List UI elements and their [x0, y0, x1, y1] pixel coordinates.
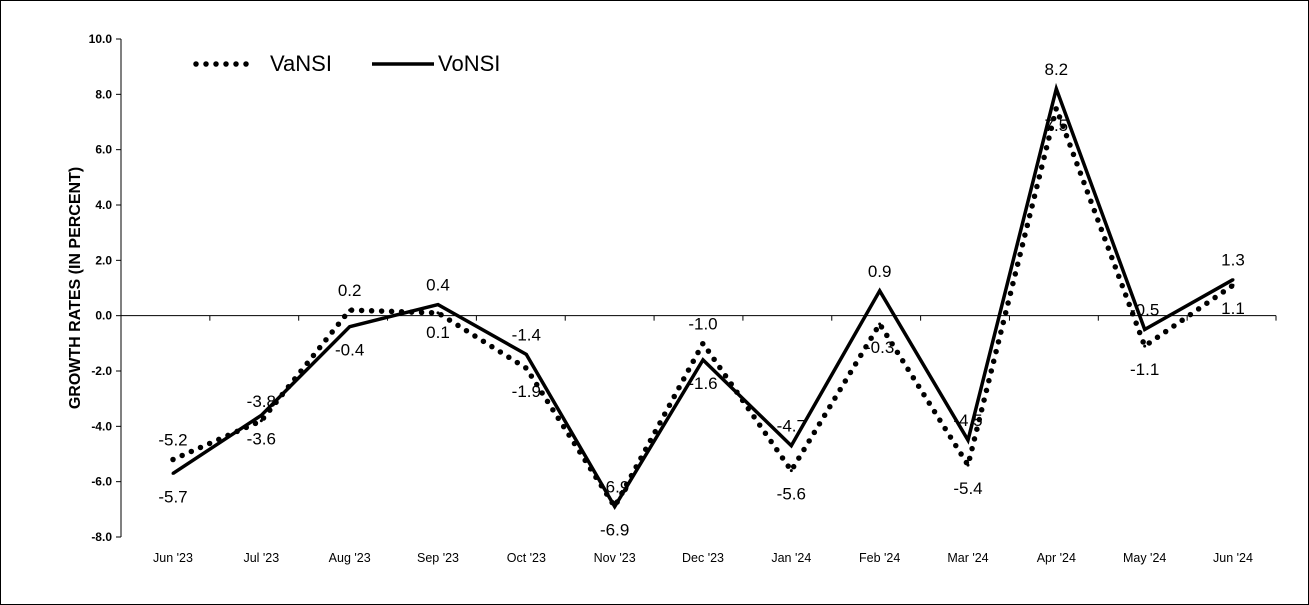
- y-tick-label: 4.0: [95, 198, 112, 212]
- series-point-vonsi: [259, 413, 263, 417]
- series-point-vansi: [1231, 283, 1235, 287]
- data-label-vansi: 1.1: [1221, 299, 1245, 318]
- x-tick-label: May '24: [1123, 551, 1166, 565]
- series-point-vonsi: [524, 352, 528, 356]
- data-label-vansi: -1.9: [512, 382, 541, 401]
- x-tick-label: Nov '23: [594, 551, 636, 565]
- series-point-vansi: [171, 458, 175, 462]
- data-label-vansi: -5.2: [158, 431, 187, 450]
- series-point-vonsi: [701, 358, 705, 362]
- series-point-vonsi: [348, 325, 352, 329]
- series-point-vonsi: [613, 505, 617, 509]
- data-label-vonsi: 8.2: [1045, 60, 1069, 79]
- data-label-vonsi: -1.6: [688, 374, 717, 393]
- series-point-vansi: [259, 419, 263, 423]
- y-tick-label: 6.0: [95, 143, 112, 157]
- series-point-vonsi: [878, 289, 882, 293]
- data-label-vansi: -6.9: [600, 478, 629, 497]
- x-tick-label: Apr '24: [1037, 551, 1076, 565]
- y-tick-label: -4.0: [91, 419, 112, 433]
- data-label-vansi: 0.1: [426, 323, 450, 342]
- legend-label-vansi: VaNSI: [270, 51, 332, 76]
- data-label-vansi: 7.5: [1045, 116, 1069, 135]
- x-tick-label: Aug '23: [329, 551, 371, 565]
- data-label-vansi: -1.0: [688, 314, 717, 333]
- data-label-vansi: -5.4: [953, 479, 982, 498]
- x-tick-label: Jan '24: [771, 551, 811, 565]
- x-tick-label: Mar '24: [947, 551, 988, 565]
- y-tick-label: -2.0: [91, 364, 112, 378]
- data-label-vonsi: -0.5: [1130, 301, 1159, 320]
- series-point-vonsi: [436, 303, 440, 307]
- data-label-vansi: -5.6: [777, 485, 806, 504]
- y-tick-label: 0.0: [95, 309, 112, 323]
- y-tick-label: 8.0: [95, 87, 112, 101]
- data-label-vansi: 0.2: [338, 281, 362, 300]
- series-line-vansi: [170, 105, 1236, 510]
- series-point-vonsi: [171, 471, 175, 475]
- data-label-vonsi: -4.5: [953, 411, 982, 430]
- x-tick-label: Jun '24: [1213, 551, 1253, 565]
- data-label-vonsi: -6.9: [600, 521, 629, 540]
- series-point-vansi: [348, 308, 352, 312]
- series-point-vansi: [1054, 106, 1058, 110]
- data-label-vonsi: -3.6: [247, 429, 276, 448]
- data-label-vonsi: -0.4: [335, 341, 364, 360]
- data-label-vonsi: -1.4: [512, 325, 541, 344]
- data-label-vonsi: 1.3: [1221, 251, 1245, 270]
- series-point-vansi: [1143, 344, 1147, 348]
- y-tick-label: -8.0: [91, 530, 112, 544]
- series-line-vonsi: [172, 82, 1234, 511]
- y-tick-label: 10.0: [89, 32, 113, 46]
- series-point-vansi: [789, 469, 793, 473]
- series-point-vonsi: [1231, 278, 1235, 282]
- data-label-vonsi: 0.9: [868, 262, 892, 281]
- x-tick-label: Jul '23: [243, 551, 279, 565]
- data-label-vonsi: -4.7: [777, 417, 806, 436]
- legend-label-vonsi: VoNSI: [438, 51, 500, 76]
- series-point-vansi: [966, 463, 970, 467]
- data-label-vonsi: 0.4: [426, 276, 450, 295]
- data-label-vansi: -3.8: [247, 392, 276, 411]
- series-point-vansi: [878, 322, 882, 326]
- series-point-vansi: [436, 311, 440, 315]
- series-point-vansi: [701, 341, 705, 345]
- x-tick-label: Oct '23: [507, 551, 546, 565]
- series-point-vonsi: [1054, 87, 1058, 91]
- series-point-vonsi: [966, 438, 970, 442]
- y-tick-label: 2.0: [95, 253, 112, 267]
- data-label-vansi: -1.1: [1130, 360, 1159, 379]
- series-point-vonsi: [1143, 328, 1147, 331]
- x-tick-label: Dec '23: [682, 551, 724, 565]
- series-point-vansi: [524, 366, 528, 370]
- data-label-vonsi: -5.7: [158, 487, 187, 506]
- x-tick-label: Feb '24: [859, 551, 900, 565]
- x-tick-label: Sep '23: [417, 551, 459, 565]
- y-tick-label: -6.0: [91, 475, 112, 489]
- data-label-vansi: -0.3: [865, 338, 894, 357]
- y-axis-title: GROWTH RATES (IN PERCENT): [67, 167, 84, 409]
- x-tick-label: Jun '23: [153, 551, 193, 565]
- series-point-vonsi: [789, 444, 793, 448]
